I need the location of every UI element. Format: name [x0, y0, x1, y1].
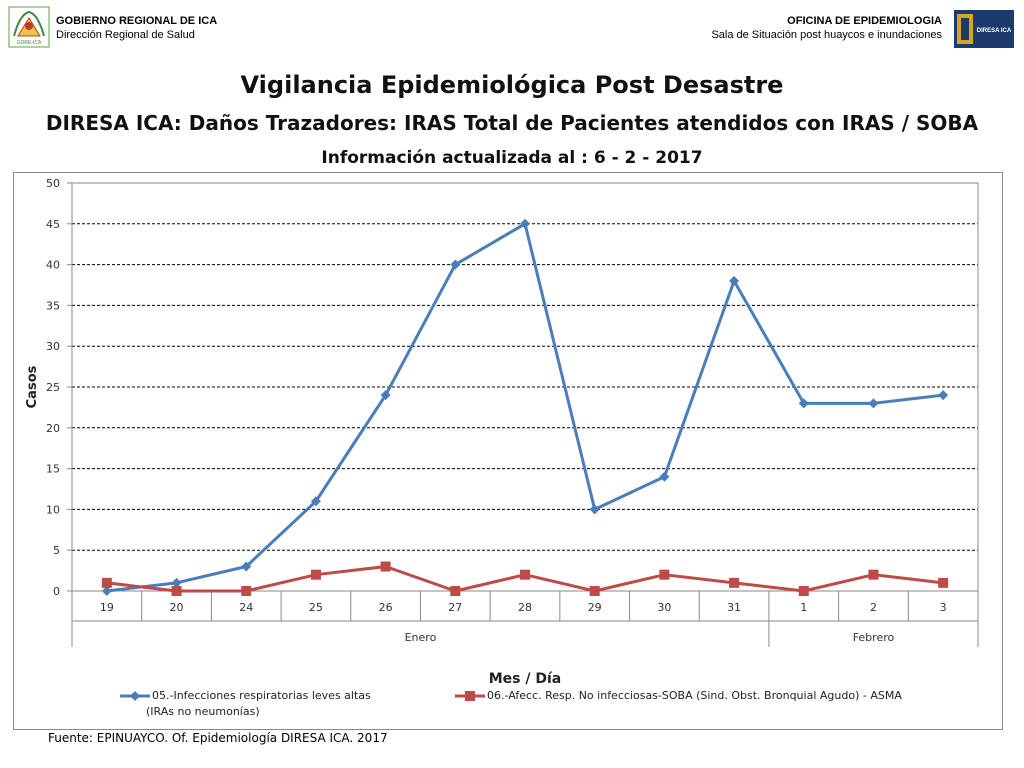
x-group-label: Enero: [405, 631, 437, 644]
data-point-series2: [380, 561, 391, 572]
data-point-series1: [310, 496, 321, 507]
y-tick-label: 5: [53, 544, 60, 557]
legend-item-series2: 06.-Afecc. Resp. No infecciosas-SOBA (Si…: [455, 688, 902, 704]
legend-item-series1: 05.-Infecciones respiratorias leves alta…: [120, 688, 371, 720]
data-point-series1: [659, 471, 670, 482]
data-point-series1: [589, 504, 600, 515]
data-point-series2: [241, 586, 252, 596]
chart-title: DIRESA ICA: Daños Trazadores: IRAS Total…: [45, 111, 979, 135]
x-tick-label: 29: [588, 601, 602, 614]
series-line-1: [106, 222, 944, 593]
data-point-series2: [659, 569, 670, 580]
chart-panel: 0 5 10 15 20 25 30 35 40 45 50 19 20 24 25 26 27 28 29 30 31…: [13, 172, 1003, 730]
data-point-series2: [729, 577, 740, 588]
legend-swatch: [120, 691, 150, 701]
gore-ica-logo-icon: GORE-ICA: [8, 6, 50, 48]
x-axis-label: Mes / Día: [489, 671, 562, 687]
y-tick-label: 30: [46, 340, 60, 353]
y-tick-label: 35: [46, 299, 60, 312]
main-title: Vigilancia Epidemiológica Post Desastre: [240, 71, 784, 99]
org-left-name: GOBIERNO REGIONAL DE ICA: [56, 15, 218, 27]
y-axis-label: Casos: [25, 365, 40, 408]
data-point-series2: [171, 586, 182, 596]
legend-label-series1-line2: (IRAs no neumonías): [146, 705, 260, 718]
y-tick-label: 50: [46, 177, 60, 190]
x-tick-label: 27: [448, 601, 462, 614]
x-tick-label: 31: [727, 601, 741, 614]
data-point-series1: [171, 577, 182, 588]
x-tick-label: 19: [100, 601, 114, 614]
org-right-name: OFICINA DE EPIDEMIOLOGIA: [787, 15, 942, 27]
data-point-series1: [101, 586, 112, 596]
legend-line-series2-icon: [455, 690, 485, 702]
svg-text:GORE-ICA: GORE-ICA: [17, 40, 42, 46]
svg-text:DIRESA ICA: DIRESA ICA: [977, 28, 1012, 34]
org-right-block: OFICINA DE EPIDEMIOLOGIA Sala de Situaci…: [711, 14, 942, 42]
data-point-series2: [310, 569, 321, 580]
x-tick-label: 3: [940, 601, 947, 614]
y-tick-label: 10: [46, 503, 60, 516]
update-date: Información actualizada al : 6 - 2 - 201…: [321, 148, 703, 168]
org-right-subtitle: Sala de Situación post huaycos e inundac…: [711, 29, 942, 41]
y-tick-label: 40: [46, 259, 60, 272]
data-point-series1: [938, 390, 949, 401]
legend-swatch: [455, 691, 485, 701]
org-left-subtitle: Dirección Regional de Salud: [56, 29, 195, 41]
y-tick-label: 45: [46, 218, 60, 231]
data-point-series1: [520, 218, 530, 229]
y-tick-label: 0: [53, 585, 60, 598]
data-point-series1: [380, 390, 391, 401]
x-tick-label: 30: [657, 601, 671, 614]
y-tick-label: 15: [46, 463, 60, 476]
legend-label-series1-line1: 05.-Infecciones respiratorias leves alta…: [152, 689, 371, 702]
x-tick-label: 26: [379, 601, 393, 614]
data-point-series1: [241, 561, 252, 572]
data-point-series2: [868, 569, 879, 580]
data-point-series1: [729, 275, 740, 286]
header-bar: GORE-ICA GOBIERNO REGIONAL DE ICA Direcc…: [0, 0, 1024, 56]
legend-line-series1-icon: [120, 690, 150, 702]
x-tick-label: 25: [309, 601, 323, 614]
data-point-series1: [450, 259, 461, 270]
diresa-ica-logo-icon: DIRESA ICA: [954, 10, 1014, 48]
x-tick-label: 1: [800, 601, 807, 614]
data-point-series2: [101, 577, 112, 588]
x-tick-label: 20: [170, 601, 184, 614]
x-group-label: Febrero: [853, 631, 895, 644]
data-point-series2: [450, 586, 461, 596]
x-tick-label: 28: [518, 601, 532, 614]
legend-label-series2: 06.-Afecc. Resp. No infecciosas-SOBA (Si…: [487, 689, 902, 702]
data-point-series2: [938, 577, 949, 588]
data-point-series2: [589, 586, 600, 596]
y-tick-label: 25: [46, 381, 60, 394]
data-point-series1: [868, 398, 879, 409]
data-point-series2: [520, 569, 530, 580]
source-note: Fuente: EPINUAYCO. Of. Epidemiología DIR…: [48, 731, 388, 745]
x-tick-label: 24: [239, 601, 253, 614]
data-point-series1: [798, 398, 809, 409]
x-tick-label: 2: [870, 601, 877, 614]
data-point-series2: [798, 586, 809, 596]
y-tick-label: 20: [46, 422, 60, 435]
org-left-block: GOBIERNO REGIONAL DE ICA Dirección Regio…: [56, 14, 217, 42]
